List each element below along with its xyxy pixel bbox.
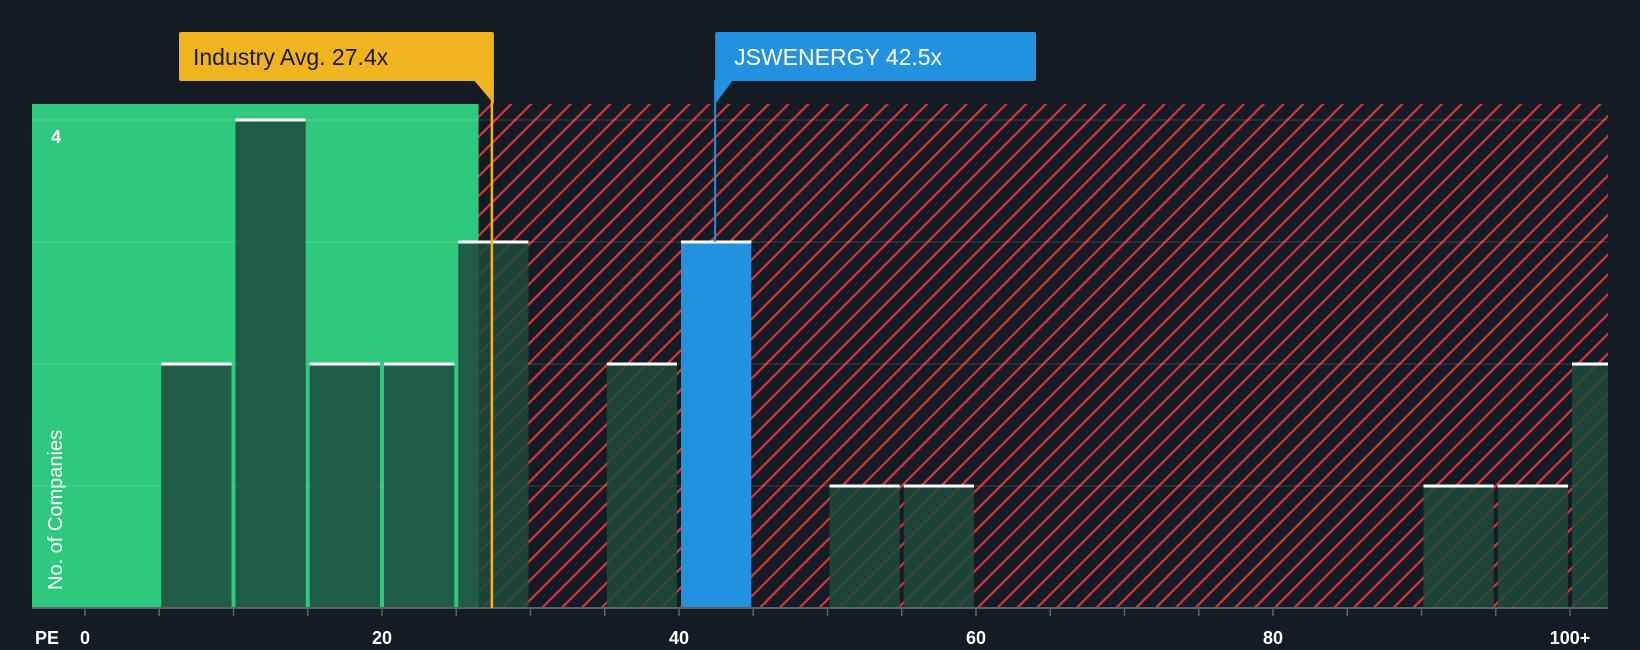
- bar-top-line: [309, 362, 380, 366]
- industry-avg-callout: [179, 32, 494, 81]
- company-label: JSWENERGY 42.5x: [734, 44, 942, 70]
- x-tick-label: 100+: [1550, 628, 1591, 648]
- histogram-bar: [458, 242, 529, 608]
- bar-top-line: [829, 484, 900, 488]
- bar-top-line: [384, 362, 455, 366]
- y-tick-label: 4: [51, 127, 61, 147]
- bar-top-line: [1423, 484, 1494, 488]
- bar-top-line: [458, 240, 529, 244]
- histogram-bar: [309, 364, 380, 608]
- bar-top-line: [1497, 484, 1568, 488]
- x-axis: 0 20 40 60 80 100+: [32, 607, 1608, 648]
- x-axis-title: PE: [35, 628, 59, 648]
- bar-top-line: [235, 118, 306, 122]
- histogram-bar: [1497, 486, 1568, 608]
- histogram-bar: [1572, 364, 1608, 608]
- histogram-bar: [829, 486, 900, 608]
- bar-top-line: [1572, 362, 1608, 366]
- y-axis-title: No. of Companies: [45, 430, 67, 590]
- histogram-bar: [235, 120, 306, 608]
- x-tick-label: 80: [1263, 628, 1283, 648]
- histogram-bar: [606, 364, 677, 608]
- x-tick-label: 60: [966, 628, 986, 648]
- bar-top-line: [161, 362, 232, 366]
- x-tick-label: 20: [372, 628, 392, 648]
- bar-top-line: [903, 484, 974, 488]
- histogram-bars: [161, 118, 1608, 608]
- x-tick-label: 40: [669, 628, 689, 648]
- company-callout: [715, 32, 1036, 81]
- company-bar: [681, 242, 752, 608]
- industry-avg-label: Industry Avg. 27.4x: [193, 44, 389, 70]
- histogram-bar: [1423, 486, 1494, 608]
- industry-avg-pointer: [473, 80, 494, 104]
- histogram-bar: [161, 364, 232, 608]
- x-tick-label: 0: [80, 628, 90, 648]
- callouts: Industry Avg. 27.4x JSWENERGY 42.5x: [179, 32, 1036, 608]
- histogram-bar: [903, 486, 974, 608]
- company-pointer: [715, 80, 734, 104]
- histogram-bar: [384, 364, 455, 608]
- bar-top-line: [606, 362, 677, 366]
